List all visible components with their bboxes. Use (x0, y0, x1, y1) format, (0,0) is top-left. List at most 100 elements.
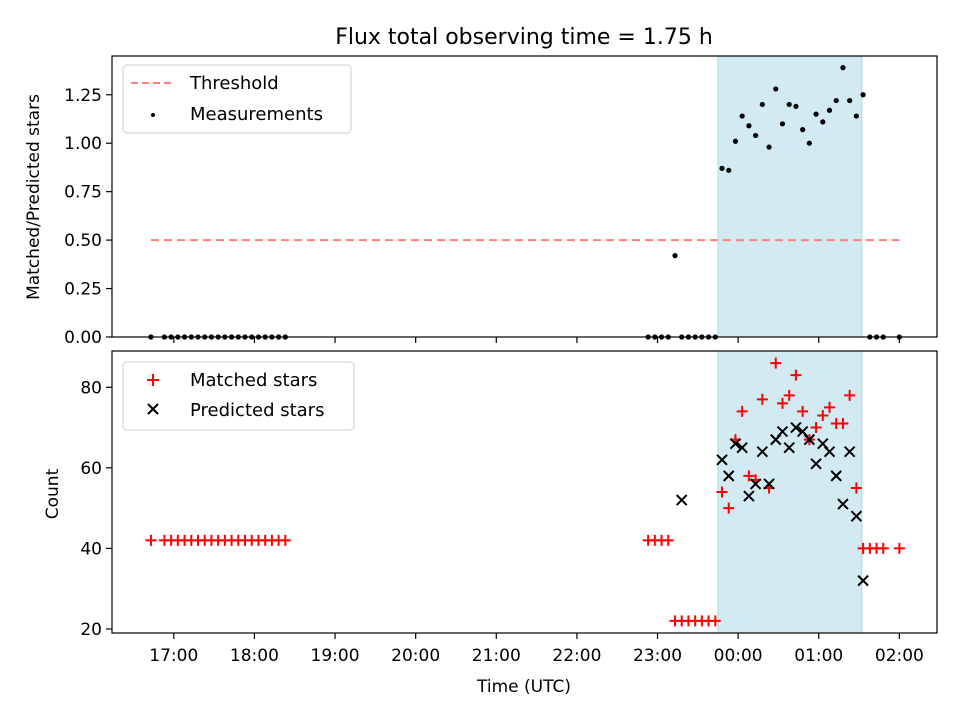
legend-measurements-label: Measurements (190, 104, 323, 125)
bottom-panel: 20 40 60 80 17:00 18:00 19:00 20:00 21:00 22:00 23… (43, 350, 938, 666)
predicted-star-point (675, 494, 688, 506)
predicted-star-point (749, 478, 762, 490)
matched-star-point (893, 542, 905, 554)
matched-star-point (279, 534, 291, 546)
matched-star-point (783, 389, 795, 401)
matched-star-point (844, 389, 856, 401)
y-tick-label: 20 (80, 620, 102, 640)
measurement-point (766, 144, 772, 150)
legend-threshold-label: Threshold (189, 73, 279, 94)
bottom-panel-legend: Matched stars Predicted stars (122, 361, 355, 431)
predicted-star-point (743, 490, 755, 502)
axes-frame (111, 55, 938, 338)
measurement-point (847, 97, 853, 104)
legend-predicted-label: Predicted stars (190, 400, 324, 421)
y-tick-label: 0.25 (64, 280, 102, 300)
measurement-point (779, 121, 786, 127)
matched-star-point (709, 615, 721, 627)
predicted-star-point (776, 425, 789, 438)
predicted-star-point (763, 478, 775, 490)
x-tick-label: 22:00 (552, 646, 601, 666)
top-panel-ylabel: Matched/Predicted stars (24, 94, 44, 300)
x-tick-label: 01:00 (794, 646, 843, 666)
matched-star-point (850, 482, 862, 494)
measurement-point (820, 119, 826, 125)
measurement-point (800, 127, 806, 133)
predicted-star-point (756, 446, 769, 458)
y-tick-label: 1.25 (64, 86, 102, 106)
measurement-point (732, 138, 739, 144)
predicted-star-point (729, 437, 742, 450)
measurement-point (773, 86, 779, 92)
matched-star-point (662, 534, 674, 546)
measurement-point (833, 97, 839, 104)
legend-matched-swatch (147, 374, 159, 386)
y-tick-label: 40 (80, 539, 102, 559)
measurement-point (759, 101, 765, 108)
measurement-point (739, 113, 745, 119)
top-panel: 0.00 0.25 0.50 0.75 1.00 1.25 Matched/Predict… (24, 55, 938, 348)
bottom-panel-ylabel: Count (43, 468, 63, 519)
predicted-star-point (810, 458, 822, 470)
measurement-point (746, 123, 752, 129)
predicted-star-point (736, 441, 748, 454)
predicted-star-point (843, 446, 856, 458)
matched-star-point (770, 357, 782, 369)
matched-star-point (824, 401, 836, 413)
observing-span (717, 55, 863, 338)
y-tick-label: 0.75 (64, 183, 102, 203)
matched-star-point (145, 534, 157, 546)
predicted-star-point (803, 433, 816, 446)
matched-star-point (743, 470, 755, 482)
measurement-point (840, 65, 846, 71)
matched-star-point (837, 418, 849, 430)
matched-star-point (716, 486, 728, 498)
predicted-star-point (716, 454, 728, 466)
y-tick-label: 1.00 (64, 134, 102, 154)
figure-title: Flux total observing time = 1.75 h (335, 25, 713, 50)
matched-star-point (736, 405, 748, 417)
y-tick-label: 80 (80, 378, 102, 398)
matched-star-point (810, 422, 822, 434)
matched-star-point (817, 409, 829, 421)
legend-matched-label: Matched stars (190, 370, 317, 391)
y-tick-label: 60 (80, 459, 102, 479)
predicted-star-point (723, 470, 735, 482)
x-tick-label: 17:00 (149, 646, 198, 666)
y-tick-label: 0.50 (64, 231, 102, 251)
x-axis-label: Time (UTC) (476, 677, 571, 697)
x-tick-label: 02:00 (875, 646, 924, 666)
predicted-star-point (837, 498, 849, 510)
measurement-point (853, 113, 859, 119)
legend-predicted-swatch (147, 403, 159, 415)
predicted-star-point (790, 421, 802, 434)
x-tick-label: 18:00 (230, 646, 279, 666)
measurement-point (826, 107, 833, 113)
x-tick-label: 20:00 (391, 646, 440, 666)
matched-star-point (790, 369, 802, 381)
matched-star-point (776, 397, 788, 409)
predicted-star-point (823, 446, 836, 458)
measurement-point (719, 165, 725, 171)
x-tick-label: 23:00 (633, 646, 682, 666)
measurement-point (786, 101, 792, 108)
measurement-point (726, 167, 732, 173)
legend-frame (122, 361, 355, 431)
x-tick-label: 19:00 (311, 646, 360, 666)
measurement-point (672, 253, 678, 259)
matched-star-point (756, 393, 768, 405)
predicted-star-point (857, 574, 869, 587)
x-tick-label: 00:00 (714, 646, 763, 666)
measurement-point (753, 132, 759, 139)
measurement-point (806, 140, 812, 146)
measurement-point (860, 92, 866, 98)
axes-frame (111, 350, 938, 634)
x-tick-label: 21:00 (472, 646, 521, 666)
matched-star-point (723, 502, 735, 514)
predicted-star-point (830, 470, 842, 482)
legend-frame (122, 64, 352, 134)
measurement-point (793, 103, 799, 109)
y-tick-label: 0.00 (64, 328, 102, 348)
predicted-star-point (850, 510, 863, 522)
